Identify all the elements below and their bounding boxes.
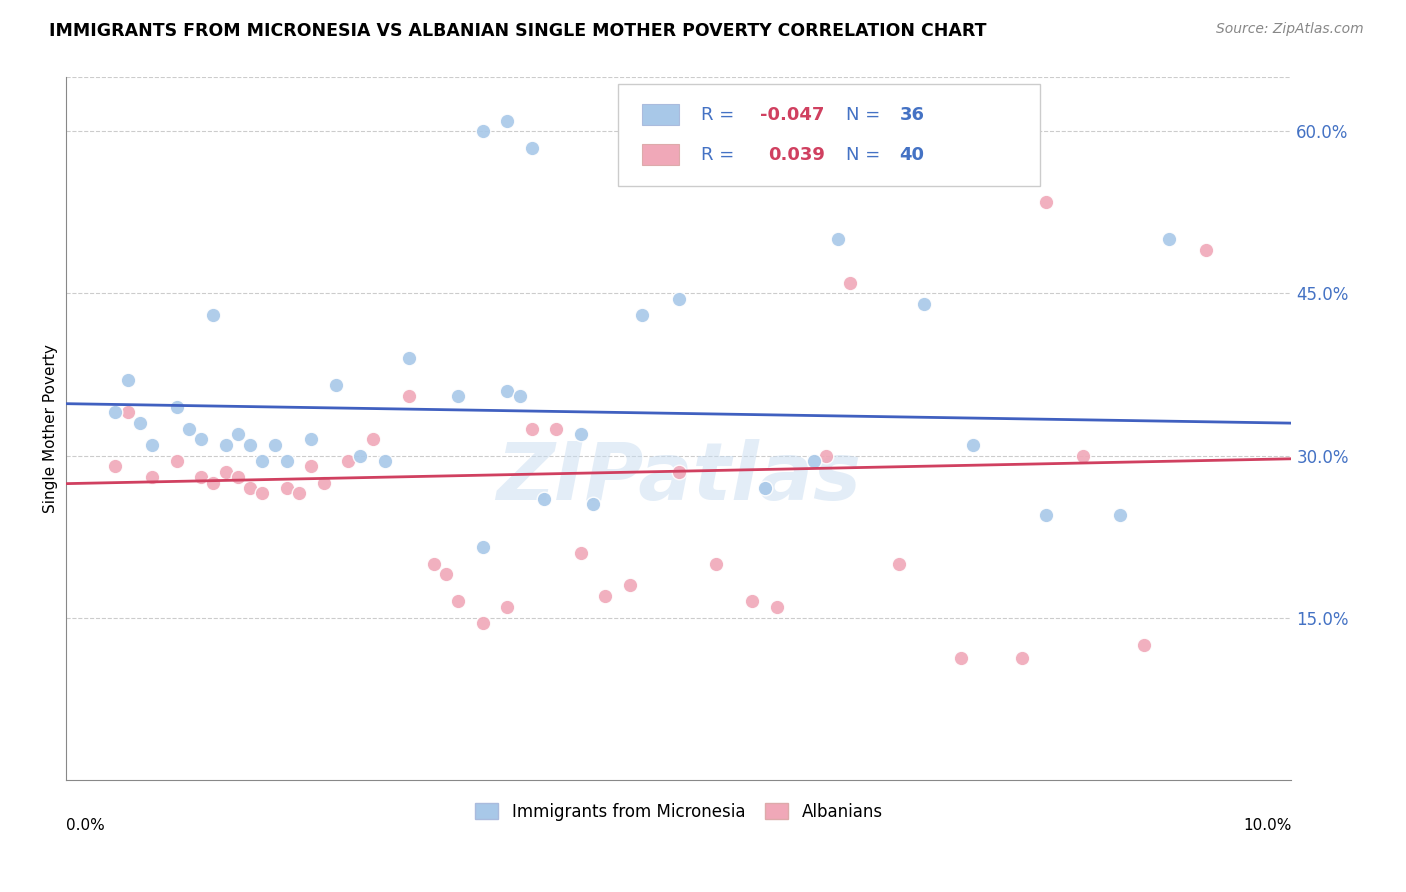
Point bbox=[1071, 449, 1094, 463]
Text: R =: R = bbox=[702, 145, 734, 163]
Point bbox=[166, 400, 188, 414]
Bar bbox=[643, 104, 679, 125]
Text: 36: 36 bbox=[900, 105, 925, 124]
Point bbox=[766, 599, 789, 614]
Legend: Immigrants from Micronesia, Albanians: Immigrants from Micronesia, Albanians bbox=[468, 797, 890, 828]
Point bbox=[546, 421, 568, 435]
Point bbox=[252, 454, 274, 468]
Text: N =: N = bbox=[845, 105, 880, 124]
Point bbox=[239, 481, 262, 495]
FancyBboxPatch shape bbox=[617, 85, 1040, 186]
Point bbox=[141, 438, 163, 452]
Point bbox=[349, 449, 371, 463]
Point bbox=[496, 384, 519, 398]
Point bbox=[1035, 508, 1057, 522]
Text: ZIPatlas: ZIPatlas bbox=[496, 439, 862, 516]
Point bbox=[104, 459, 127, 474]
Point bbox=[496, 113, 519, 128]
Point bbox=[226, 470, 249, 484]
Point bbox=[166, 454, 188, 468]
Point bbox=[668, 465, 690, 479]
Point bbox=[301, 459, 323, 474]
Point bbox=[741, 594, 763, 608]
Point bbox=[827, 232, 849, 246]
Point bbox=[1035, 194, 1057, 209]
Point bbox=[1011, 650, 1033, 665]
Point bbox=[398, 389, 420, 403]
Text: 40: 40 bbox=[900, 145, 925, 163]
Point bbox=[1157, 232, 1180, 246]
Text: 0.039: 0.039 bbox=[769, 145, 825, 163]
Point bbox=[447, 594, 470, 608]
Point bbox=[263, 438, 285, 452]
Point bbox=[754, 481, 776, 495]
Point bbox=[202, 475, 225, 490]
Text: Source: ZipAtlas.com: Source: ZipAtlas.com bbox=[1216, 22, 1364, 37]
Point bbox=[520, 141, 543, 155]
Point bbox=[374, 454, 396, 468]
Point bbox=[471, 124, 494, 138]
Point bbox=[276, 481, 298, 495]
Point bbox=[129, 416, 152, 430]
Text: IMMIGRANTS FROM MICRONESIA VS ALBANIAN SINGLE MOTHER POVERTY CORRELATION CHART: IMMIGRANTS FROM MICRONESIA VS ALBANIAN S… bbox=[49, 22, 987, 40]
Point bbox=[398, 351, 420, 366]
Point bbox=[337, 454, 360, 468]
Text: R =: R = bbox=[702, 105, 734, 124]
Point bbox=[949, 650, 972, 665]
Point bbox=[202, 308, 225, 322]
Point bbox=[668, 292, 690, 306]
Text: -0.047: -0.047 bbox=[759, 105, 824, 124]
Point bbox=[839, 276, 862, 290]
Point bbox=[447, 389, 470, 403]
Point bbox=[252, 486, 274, 500]
Point bbox=[190, 433, 212, 447]
Point bbox=[631, 308, 654, 322]
Point bbox=[1109, 508, 1132, 522]
Point bbox=[434, 567, 457, 582]
Point bbox=[889, 557, 911, 571]
Text: 0.0%: 0.0% bbox=[66, 818, 105, 833]
Point bbox=[912, 297, 935, 311]
Point bbox=[1195, 244, 1218, 258]
Point bbox=[177, 421, 200, 435]
Point bbox=[509, 389, 531, 403]
Point bbox=[582, 497, 605, 511]
Point bbox=[814, 449, 837, 463]
Point bbox=[276, 454, 298, 468]
Point bbox=[104, 405, 127, 419]
Text: 10.0%: 10.0% bbox=[1243, 818, 1292, 833]
Point bbox=[569, 546, 592, 560]
Point bbox=[704, 557, 727, 571]
Point bbox=[496, 599, 519, 614]
Point bbox=[803, 454, 825, 468]
Point bbox=[117, 373, 139, 387]
Point bbox=[595, 589, 617, 603]
Point bbox=[520, 421, 543, 435]
Point bbox=[962, 438, 984, 452]
Point bbox=[471, 615, 494, 630]
Point bbox=[619, 578, 641, 592]
Point bbox=[569, 426, 592, 441]
Point bbox=[361, 433, 384, 447]
Point bbox=[301, 433, 323, 447]
Point bbox=[325, 378, 347, 392]
Y-axis label: Single Mother Poverty: Single Mother Poverty bbox=[44, 344, 58, 513]
Point bbox=[312, 475, 335, 490]
Point bbox=[471, 541, 494, 555]
Point bbox=[190, 470, 212, 484]
Point bbox=[533, 491, 555, 506]
Point bbox=[117, 405, 139, 419]
Text: N =: N = bbox=[845, 145, 880, 163]
Point bbox=[215, 438, 238, 452]
Point bbox=[288, 486, 311, 500]
Point bbox=[215, 465, 238, 479]
Point bbox=[226, 426, 249, 441]
Point bbox=[423, 557, 446, 571]
Bar bbox=[643, 145, 679, 165]
Point bbox=[239, 438, 262, 452]
Point bbox=[141, 470, 163, 484]
Point bbox=[1133, 638, 1156, 652]
